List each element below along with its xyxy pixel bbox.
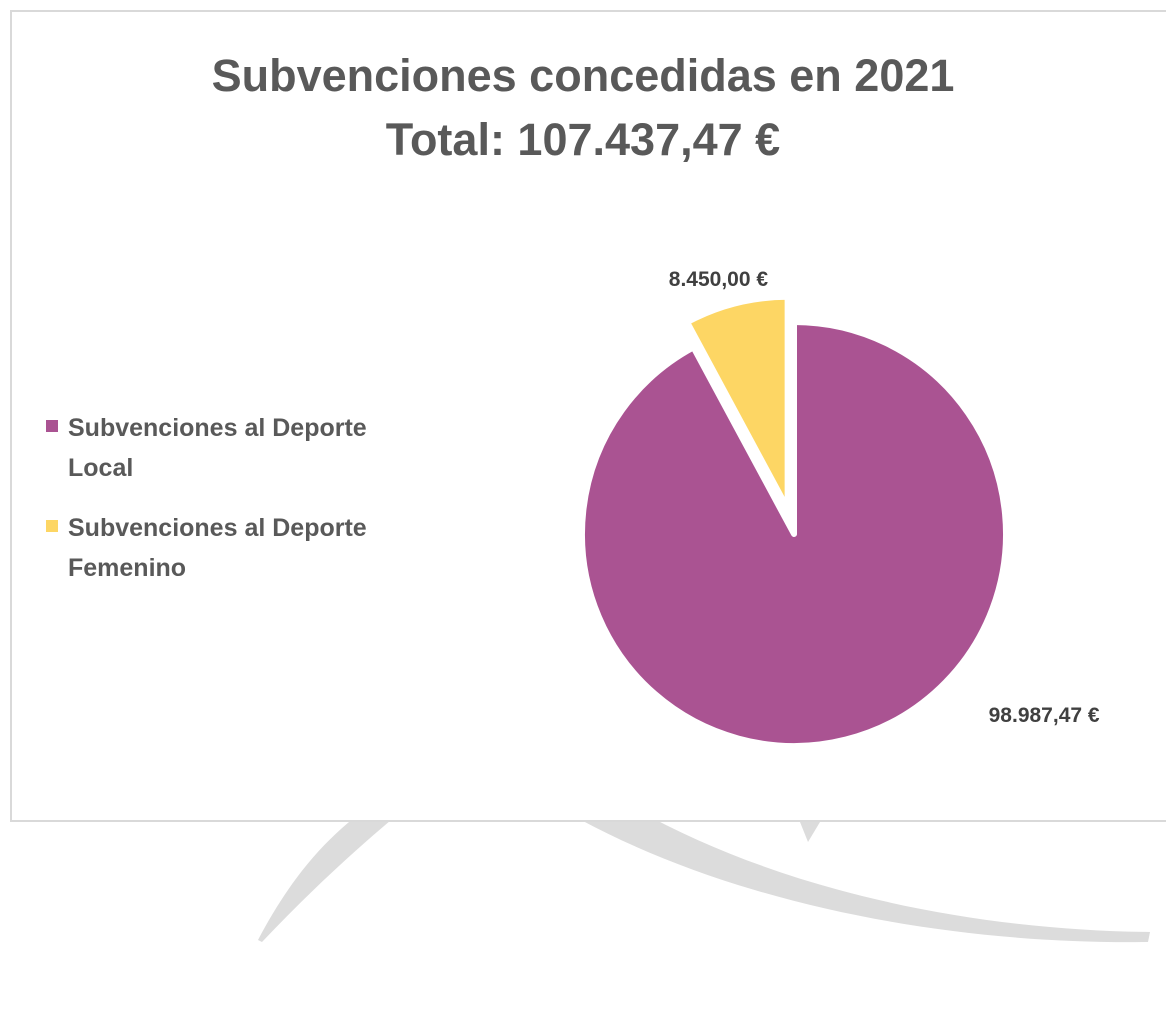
- legend-label-femenino: Subvenciones al Deporte Femenino: [68, 514, 367, 582]
- data-label-local: 98.987,47 €: [989, 704, 1100, 727]
- legend-label-local: Subvenciones al Deporte Local: [68, 414, 367, 482]
- pie-slice-femenino: [684, 293, 791, 512]
- legend-swatch-local: [46, 420, 58, 432]
- chart-title: Subvenciones concedidas en 2021: [211, 50, 955, 101]
- legend-item-femenino: Subvenciones al Deporte Femenino: [46, 508, 426, 588]
- legend-item-local: Subvenciones al Deporte Local: [46, 408, 426, 488]
- pie-slice-local: [579, 319, 1009, 749]
- data-label-femenino: 8.450,00 €: [669, 268, 769, 291]
- chart-title-block: Subvenciones concedidas en 2021 Total: 1…: [0, 44, 1166, 172]
- legend: Subvenciones al Deporte Local Subvencion…: [46, 408, 426, 608]
- chart-subtitle: Total: 107.437,47 €: [385, 114, 781, 165]
- legend-swatch-femenino: [46, 520, 58, 532]
